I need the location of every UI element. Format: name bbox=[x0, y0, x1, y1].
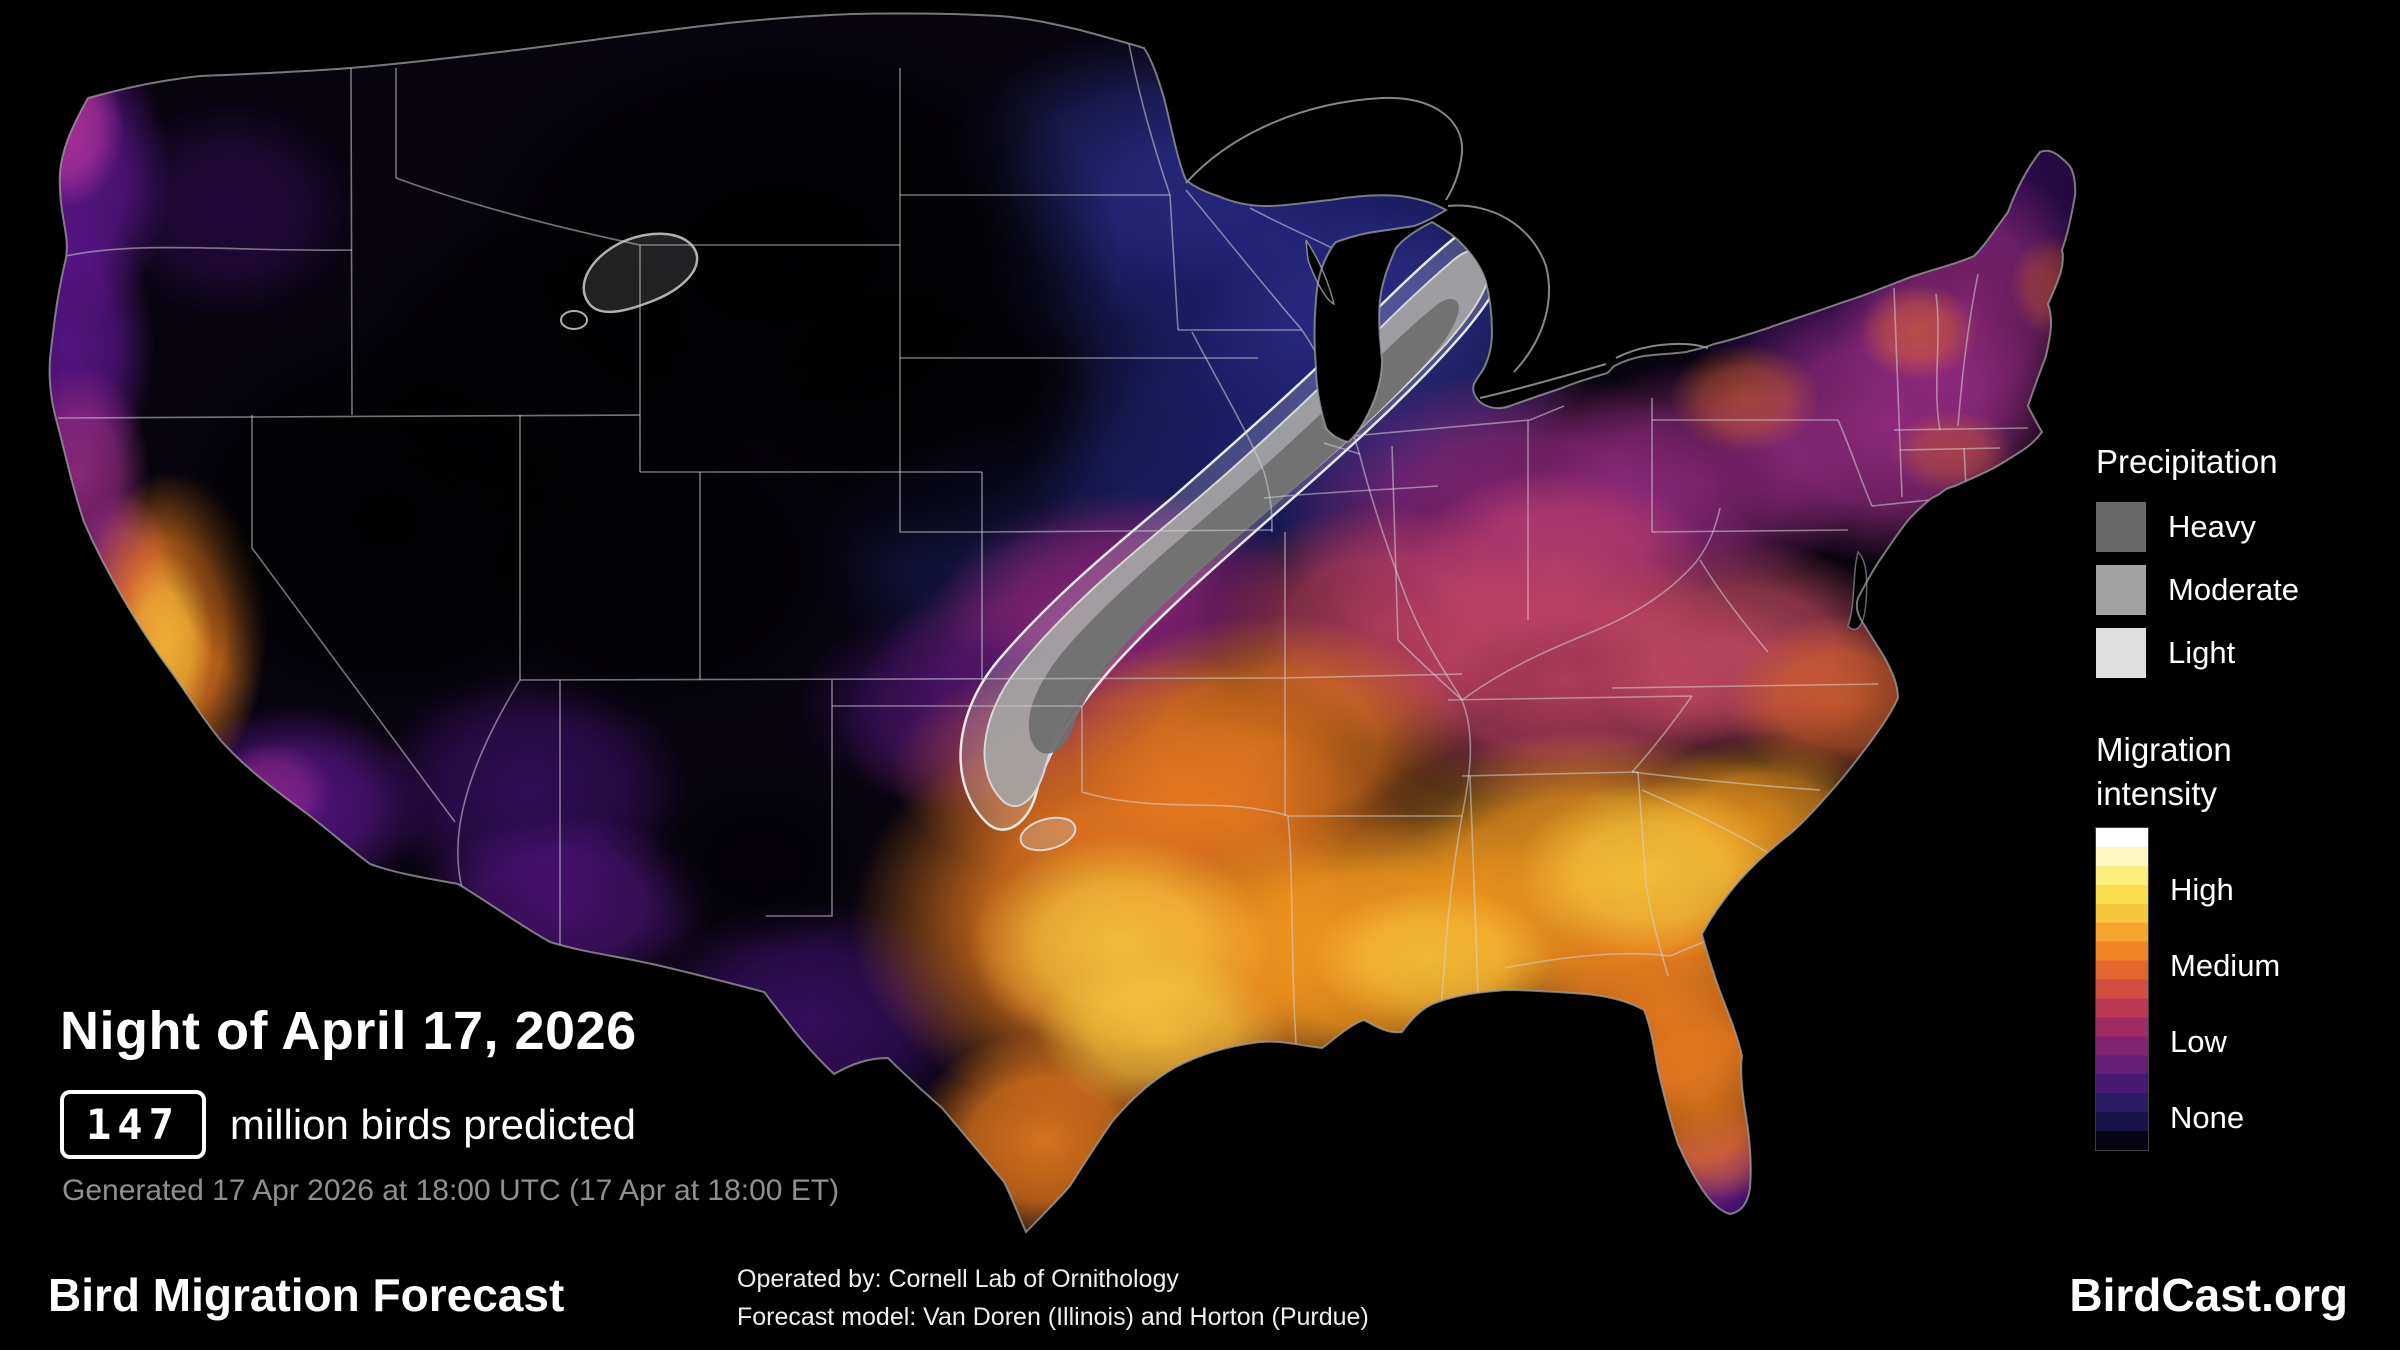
operated-by-line: Operated by: Cornell Lab of Ornithology bbox=[737, 1265, 1179, 1293]
lake-superior-north-shore bbox=[1185, 96, 1464, 201]
migration-legend-title: Migration intensity bbox=[2096, 728, 2396, 816]
forecast-model-line: Forecast model: Van Doren (Illinois) and… bbox=[737, 1303, 1369, 1331]
migration-label-medium: Medium bbox=[2170, 948, 2281, 983]
bird-count-suffix: million birds predicted bbox=[229, 1100, 637, 1148]
bird-count-badge: 147 bbox=[60, 1090, 206, 1159]
us-outline-stroke bbox=[48, 12, 2077, 1234]
migration-intensity-colorbar bbox=[2095, 827, 2149, 1151]
map-legend: Precipitation Heavy Moderate Light Migra… bbox=[2095, 440, 2396, 1158]
precip-item-moderate: Moderate bbox=[2096, 565, 2396, 615]
precip-cell-oklahoma bbox=[1019, 816, 1077, 852]
state-boundaries bbox=[57, 27, 2029, 1045]
precip-swatch-heavy bbox=[2096, 502, 2146, 552]
bird-count-row: 147 million birds predicted bbox=[60, 1090, 636, 1159]
migration-label-none: None bbox=[2170, 1100, 2245, 1135]
precip-swatch-moderate bbox=[2096, 565, 2146, 615]
chesapeake-bay bbox=[1847, 550, 1868, 631]
precip-label-heavy: Heavy bbox=[2168, 509, 2256, 544]
precip-item-light: Light bbox=[2096, 628, 2396, 678]
footer-credits: Operated by: Cornell Lab of Ornithology … bbox=[737, 1260, 1369, 1336]
precip-swatch-light bbox=[2096, 628, 2146, 678]
generated-timestamp: Generated 17 Apr 2026 at 18:00 UTC (17 A… bbox=[62, 1174, 840, 1207]
lake-huron-outline bbox=[1447, 204, 1550, 373]
birdcast-site-link[interactable]: BirdCast.org bbox=[2069, 1269, 2348, 1321]
lake-and-bay-shorelines bbox=[1185, 96, 1868, 631]
precipitation-legend-title: Precipitation bbox=[2096, 443, 2278, 480]
precip-item-heavy: Heavy bbox=[2096, 502, 2396, 552]
migration-colorbar-wrap: High Medium Low None bbox=[2095, 827, 2396, 1158]
lake-erie-north-shore bbox=[1479, 363, 1607, 399]
migration-label-low: Low bbox=[2170, 1024, 2227, 1059]
forecast-night-title: Night of April 17, 2026 bbox=[60, 1001, 637, 1061]
migration-label-high: High bbox=[2170, 872, 2234, 907]
footer-bar: Bird Migration Forecast Operated by: Cor… bbox=[0, 1244, 2400, 1350]
lake-ontario-north-shore bbox=[1615, 342, 1709, 359]
migration-legend-title-line1: Migration bbox=[2096, 731, 2232, 768]
product-brand: Bird Migration Forecast bbox=[48, 1269, 565, 1321]
precip-label-moderate: Moderate bbox=[2168, 572, 2299, 607]
precipitation-legend-items: Heavy Moderate Light bbox=[2096, 502, 2396, 678]
precip-cell-idaho-small bbox=[560, 310, 588, 330]
migration-legend-title-line2: intensity bbox=[2096, 775, 2218, 812]
precip-label-light: Light bbox=[2168, 635, 2236, 670]
